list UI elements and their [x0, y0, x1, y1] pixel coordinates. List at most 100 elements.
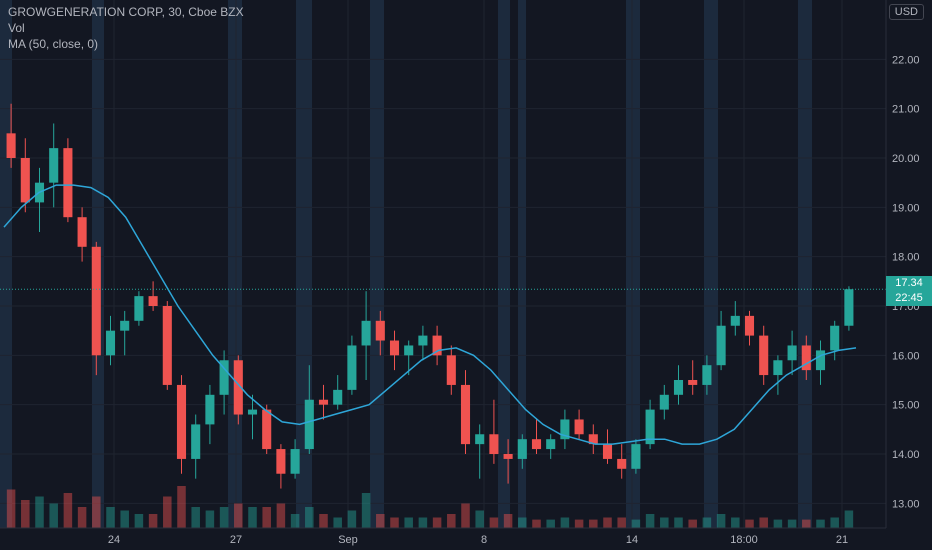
candle [787, 330, 797, 376]
candle [389, 330, 400, 371]
candle [531, 419, 542, 454]
candle [304, 365, 314, 454]
candle [759, 325, 769, 385]
volume-bar [191, 507, 200, 528]
candle [617, 444, 627, 479]
session-band [704, 0, 718, 528]
volume-bars [6, 486, 854, 528]
candle [659, 384, 669, 420]
candle-body [531, 439, 542, 450]
price-tick-label: 13.00 [892, 498, 920, 510]
candle [105, 315, 116, 366]
session-band [498, 0, 510, 528]
price-tick-label: 18.00 [892, 252, 920, 264]
candle [318, 384, 329, 420]
volume-bar [6, 489, 16, 528]
candle-body [702, 365, 712, 385]
volume-bar [248, 507, 257, 528]
candle-body [418, 335, 428, 346]
candle-body [262, 409, 272, 450]
time-tick-label: 8 [481, 534, 487, 546]
candle [602, 429, 613, 464]
candle [276, 444, 286, 489]
candle [77, 207, 87, 262]
volume-bar [830, 517, 839, 528]
candle-body [77, 217, 87, 247]
candle [432, 325, 442, 366]
session-band [370, 0, 384, 528]
candle [418, 325, 428, 361]
candle [176, 375, 187, 474]
volume-bar [262, 507, 271, 528]
volume-bar [532, 519, 541, 528]
candle-body [219, 360, 229, 395]
candle [148, 281, 158, 311]
candle-body [688, 380, 698, 385]
time-tick-label: 27 [230, 534, 242, 546]
candle [475, 424, 485, 479]
candle [333, 375, 343, 410]
countdown-badge: 22:45 [886, 291, 932, 306]
candle-body [205, 394, 215, 425]
price-tick-label: 16.00 [892, 350, 920, 362]
candle-body [560, 419, 570, 440]
session-band [228, 0, 242, 528]
volume-bar [148, 514, 158, 528]
candle [347, 335, 357, 395]
time-tick-label: 18:00 [730, 534, 758, 546]
candle-body [460, 384, 471, 445]
candle [673, 365, 684, 405]
price-tick-label: 14.00 [892, 449, 920, 461]
volume-bar [347, 510, 357, 528]
session-band [798, 0, 812, 528]
volume-bar [461, 503, 470, 528]
volume-bar [49, 503, 58, 528]
volume-bar [134, 514, 144, 528]
volume-bar [106, 507, 115, 528]
legend-symbol[interactable]: GROWGENERATION CORP, 30, Cboe BZX [8, 5, 244, 19]
price-tick-label: 21.00 [892, 104, 920, 116]
volume-bar [290, 514, 300, 528]
candle [546, 434, 556, 459]
candle [63, 138, 73, 223]
legend-ma[interactable]: MA (50, close, 0) [8, 37, 99, 51]
candle-body [574, 419, 584, 435]
candle-body [375, 320, 385, 341]
candle-body [645, 409, 655, 445]
last-price-badge: 17.34 [886, 276, 932, 291]
grid-lines [0, 0, 886, 528]
currency-button[interactable]: USD [888, 4, 924, 20]
price-tick-label: 20.00 [892, 153, 920, 165]
volume-bar [716, 514, 726, 528]
volume-bar [731, 517, 740, 528]
candle-body [49, 148, 59, 183]
session-band [296, 0, 312, 528]
volume-bar [177, 486, 186, 528]
volume-bar [702, 517, 712, 528]
volume-bar [674, 517, 683, 528]
volume-bar [773, 519, 783, 528]
candle-body [432, 335, 442, 356]
candle [702, 355, 712, 395]
candle-body [602, 444, 613, 459]
legend-vol[interactable]: Vol [8, 21, 25, 35]
time-tick-label: 14 [626, 534, 638, 546]
candle-body [361, 320, 371, 346]
session-bands [0, 0, 812, 528]
candle-body [247, 409, 258, 415]
volume-bar [163, 496, 172, 528]
volume-bar [546, 519, 555, 528]
candle-body [475, 434, 485, 445]
candle [49, 123, 59, 208]
volume-bar [305, 507, 314, 528]
volume-bar [660, 517, 669, 528]
volume-bar [205, 510, 215, 528]
ma-line [3, 184, 857, 445]
volume-bar [518, 517, 527, 528]
candle-body [844, 289, 854, 326]
time-tick-label: 24 [108, 534, 120, 546]
candle [446, 345, 456, 395]
candle-body [489, 434, 499, 454]
candle-body [134, 296, 144, 321]
